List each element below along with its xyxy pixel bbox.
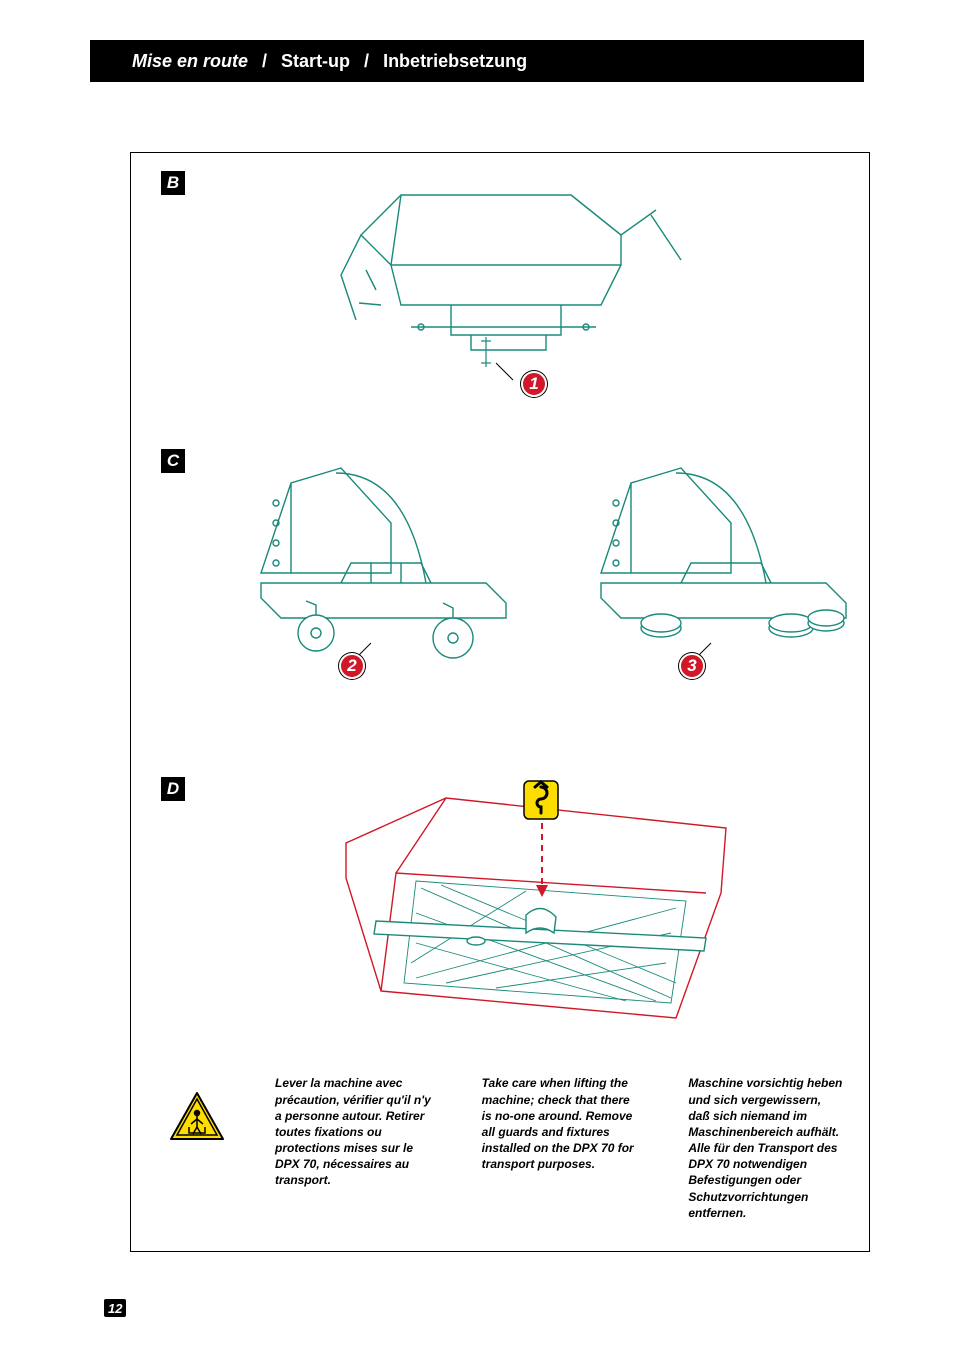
header-en: Start-up <box>281 51 350 72</box>
section-d-text: D <box>167 779 179 799</box>
diagram-c-left <box>221 443 511 673</box>
badge-2-text: 2 <box>347 656 356 676</box>
header-sep-2: / <box>364 51 369 72</box>
header-de: Inbetriebsetzung <box>383 51 527 72</box>
warning-triangle-icon <box>169 1089 225 1145</box>
badge-2: 2 <box>339 653 365 679</box>
badge-3-text: 3 <box>687 656 696 676</box>
page-number-text: 12 <box>108 1301 122 1316</box>
header-fr: Mise en route <box>132 51 248 72</box>
section-label-d: D <box>161 777 185 801</box>
badge-1-text: 1 <box>529 374 538 394</box>
section-label-b: B <box>161 171 185 195</box>
warning-text-fr: Lever la machine avec précaution, vérifi… <box>275 1075 432 1221</box>
content-frame: B 1 C <box>130 152 870 1252</box>
badge-3: 3 <box>679 653 705 679</box>
warning-row: Lever la machine avec précaution, vérifi… <box>169 1075 845 1221</box>
section-label-c: C <box>161 449 185 473</box>
diagram-c-right <box>561 443 851 673</box>
section-b-text: B <box>167 173 179 193</box>
warning-text-en: Take care when lifting the machine; chec… <box>482 1075 639 1221</box>
header-sep-1: / <box>262 51 267 72</box>
diagram-d <box>326 773 736 1033</box>
diagram-b <box>321 165 691 395</box>
warning-text-de: Maschine vorsichtig heben und sich verge… <box>688 1075 845 1221</box>
section-c-text: C <box>167 451 179 471</box>
page-number: 12 <box>104 1299 126 1317</box>
badge-1: 1 <box>521 371 547 397</box>
header-bar: Mise en route / Start-up / Inbetriebsetz… <box>90 40 864 82</box>
